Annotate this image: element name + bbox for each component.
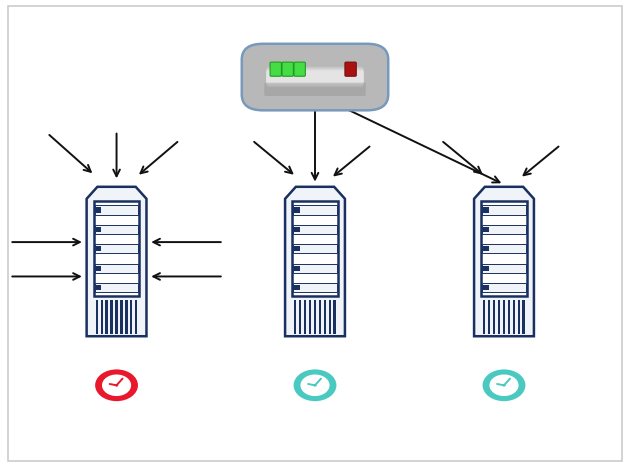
Circle shape [502,384,506,387]
Bar [96,227,101,232]
Bar [110,300,113,334]
Bar [522,300,525,334]
Bar [294,207,300,212]
Bar [483,300,485,334]
Circle shape [301,375,329,396]
Bar [94,225,139,234]
Bar [482,283,526,292]
Bar [482,205,526,215]
Bar [293,205,337,215]
Bar [96,207,101,212]
Bar [96,300,98,334]
Bar [483,285,489,290]
Bar [488,300,490,334]
Bar [294,285,300,290]
Bar [482,244,526,253]
FancyBboxPatch shape [266,69,364,85]
Bar [120,300,123,334]
Circle shape [95,369,138,401]
Bar [94,283,139,292]
Circle shape [313,384,317,387]
Bar [96,266,101,271]
Bar [483,246,489,251]
Bar [294,227,300,232]
Bar [115,300,118,334]
Bar [293,244,337,253]
Bar [513,300,515,334]
Bar [309,300,311,334]
Bar [94,201,139,296]
Bar [294,266,300,271]
Circle shape [490,375,518,396]
Circle shape [483,369,525,401]
Bar [314,300,316,334]
Bar [498,300,500,334]
Bar [329,300,331,334]
Bar [135,300,137,334]
Bar [292,201,338,296]
FancyBboxPatch shape [270,62,282,76]
Bar [493,300,495,334]
FancyBboxPatch shape [294,62,306,76]
Bar [483,207,489,212]
Bar [96,285,101,290]
Bar [482,263,526,273]
Polygon shape [87,187,146,336]
Polygon shape [474,187,534,336]
Bar [483,227,489,232]
Circle shape [115,384,118,387]
Circle shape [102,375,131,396]
Polygon shape [285,187,345,336]
Bar [101,300,103,334]
FancyBboxPatch shape [242,44,388,110]
Bar [304,300,306,334]
Bar [96,246,101,251]
Bar [293,225,337,234]
Bar [293,283,337,292]
Circle shape [294,369,336,401]
Bar [483,266,489,271]
Bar [130,300,132,334]
Bar [94,263,139,273]
Bar [94,244,139,253]
FancyBboxPatch shape [266,67,364,87]
Bar [294,300,296,334]
Bar [518,300,520,334]
Bar [294,246,300,251]
Bar [293,263,337,273]
Bar [299,300,301,334]
Bar [481,201,527,296]
FancyBboxPatch shape [282,62,294,76]
Bar [324,300,326,334]
Bar [482,225,526,234]
FancyBboxPatch shape [264,83,365,96]
Bar [508,300,510,334]
Bar [105,300,108,334]
Bar [125,300,127,334]
FancyBboxPatch shape [266,71,364,84]
FancyBboxPatch shape [345,62,357,76]
Bar [503,300,505,334]
Bar [94,205,139,215]
Bar [333,300,336,334]
Bar [319,300,321,334]
